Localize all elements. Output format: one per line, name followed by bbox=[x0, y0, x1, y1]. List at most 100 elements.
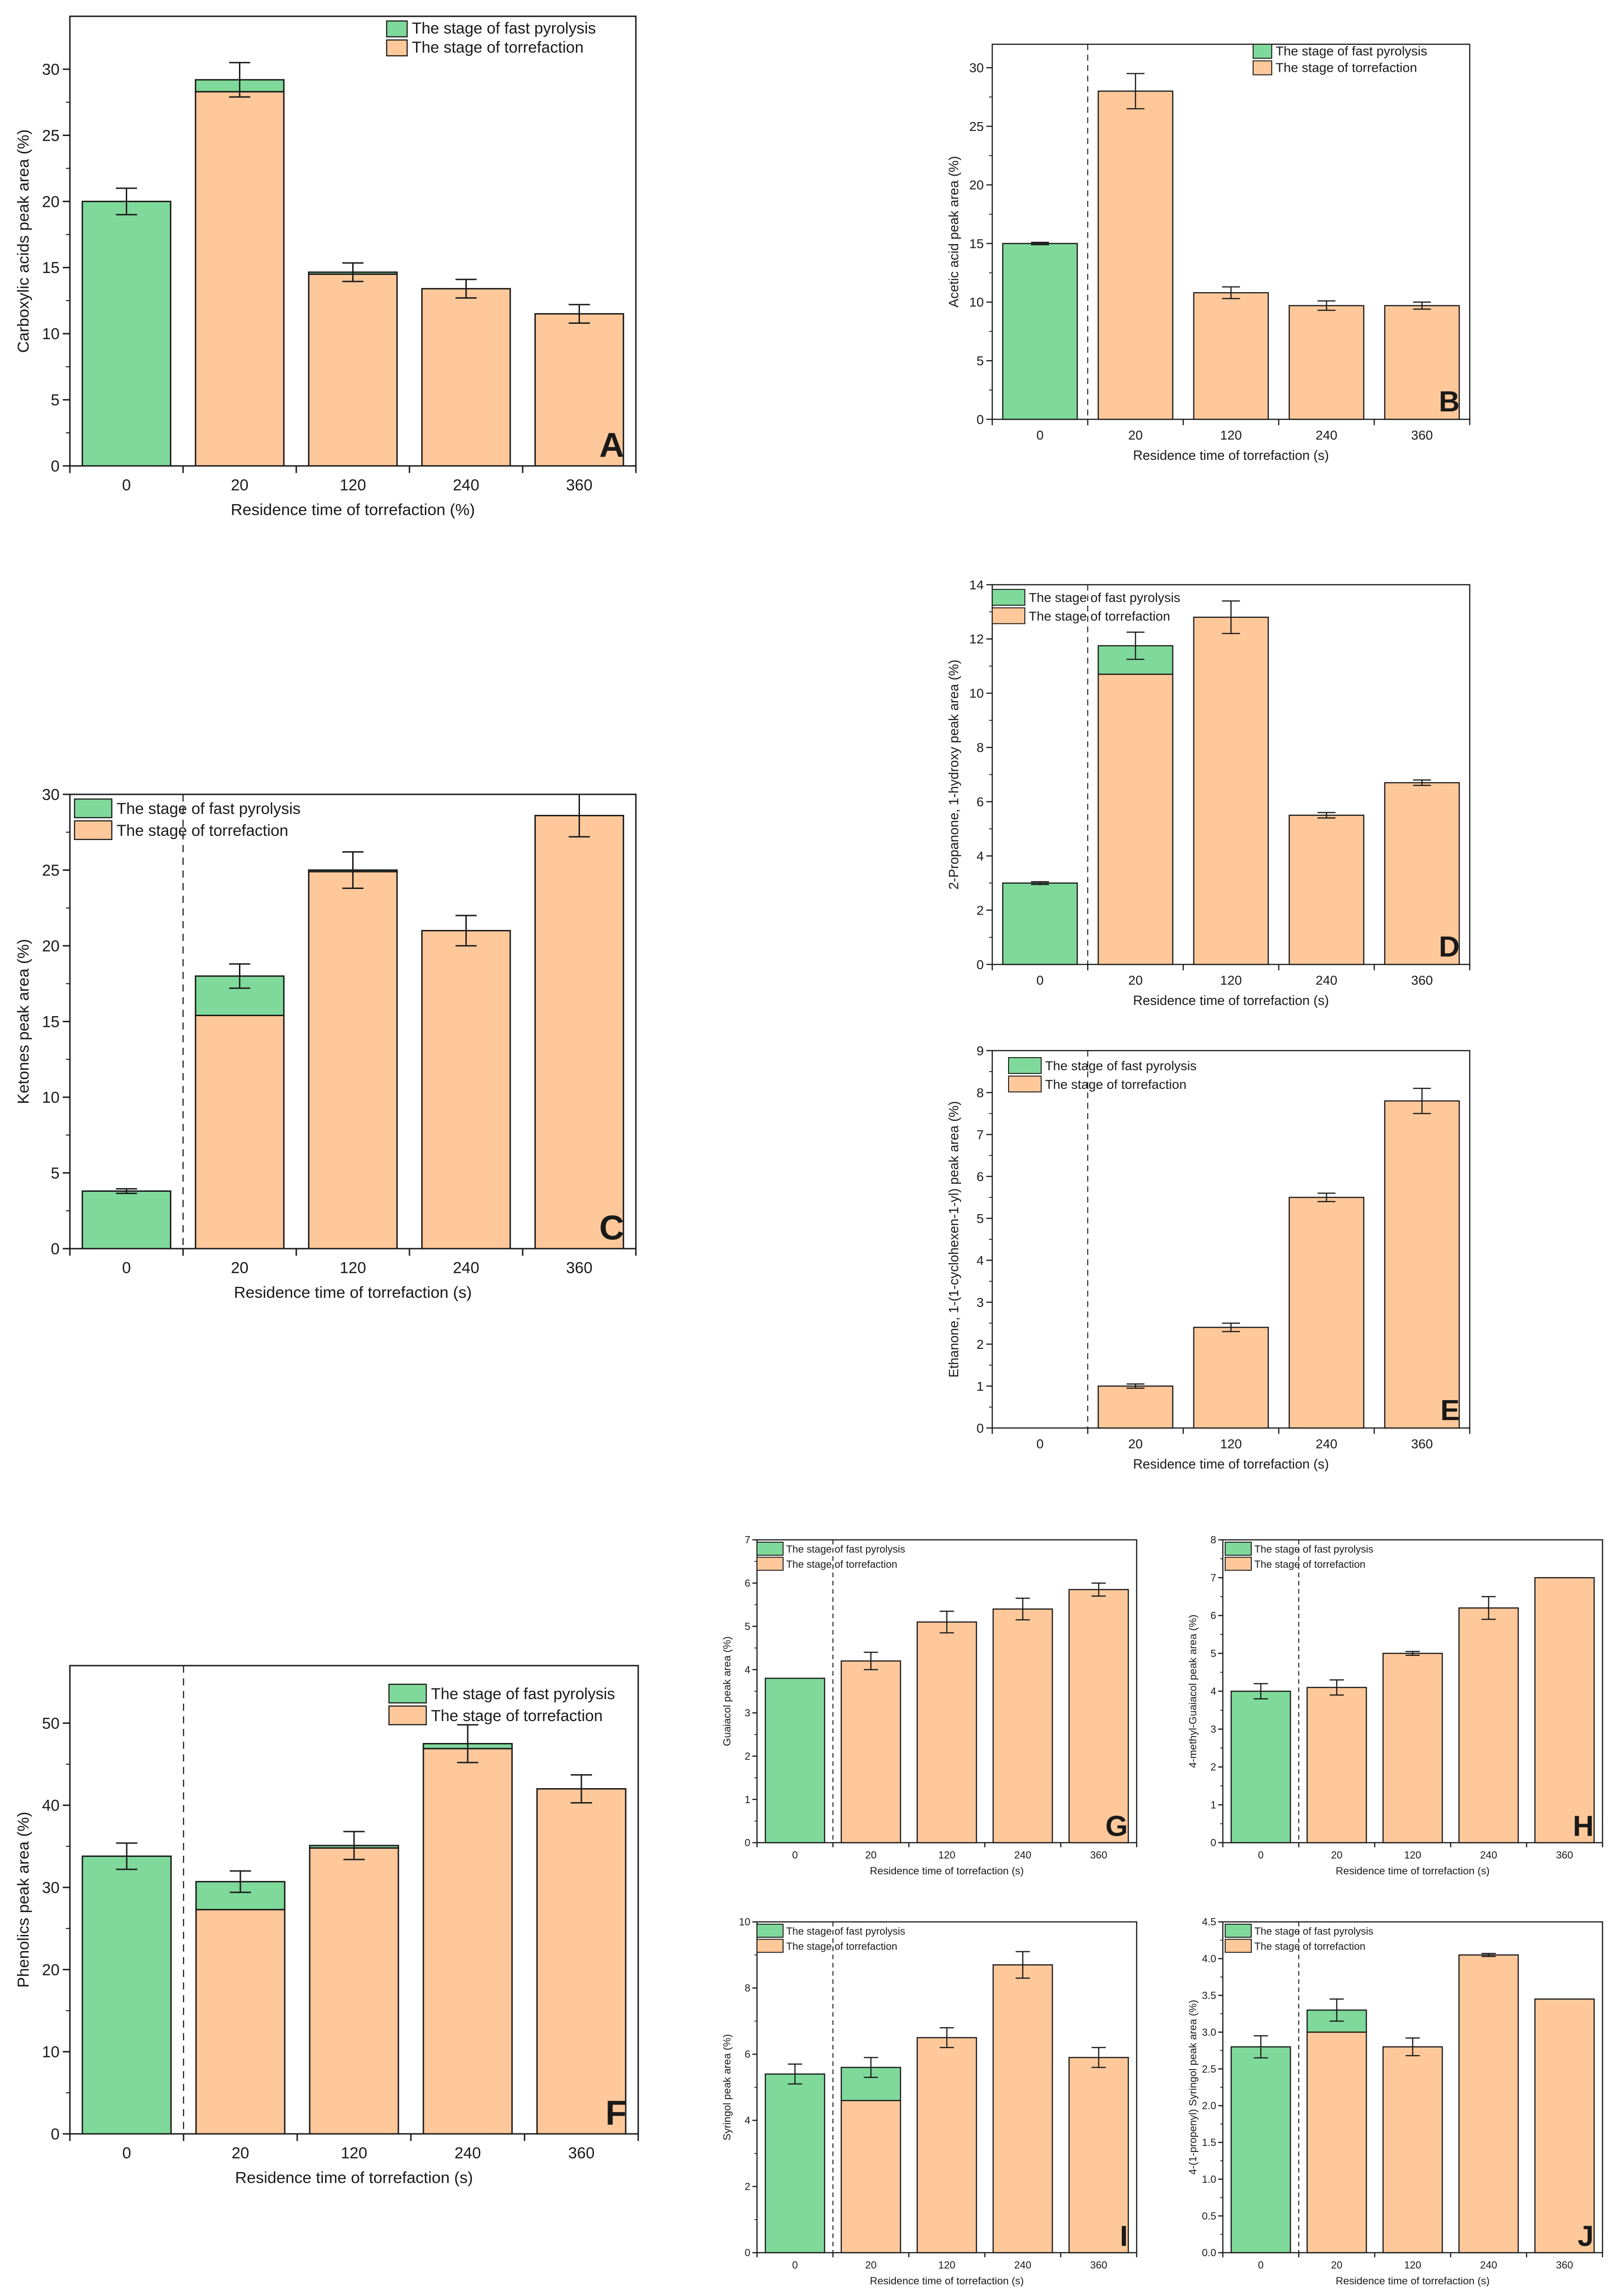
error-bar bbox=[1016, 1598, 1030, 1621]
x-tick-label: 240 bbox=[455, 2145, 481, 2162]
error-bar bbox=[1317, 300, 1336, 311]
x-tick-label: 20 bbox=[1331, 1849, 1342, 1861]
y-tick-label: 25 bbox=[42, 861, 60, 879]
y-tick-label: 2 bbox=[1210, 1761, 1216, 1773]
x-tick-label: 240 bbox=[1316, 973, 1337, 987]
legend-torrefaction-swatch bbox=[1225, 1557, 1252, 1571]
y-tick-label: 2 bbox=[976, 903, 984, 917]
x-tick-label: 360 bbox=[1090, 1849, 1107, 1861]
y-tick-label: 5 bbox=[51, 1164, 60, 1182]
error-bar bbox=[1317, 1192, 1336, 1203]
y-tick-label: 0.5 bbox=[1202, 2210, 1216, 2222]
panel-label: H bbox=[1573, 1810, 1594, 1842]
x-tick-label: 360 bbox=[1411, 1436, 1433, 1451]
y-tick-label: 10 bbox=[739, 1916, 750, 1928]
y-tick-label: 0.0 bbox=[1202, 2247, 1216, 2259]
y-axis-title: Carboxylic acids peak area (%) bbox=[15, 130, 33, 353]
legend-torrefaction-label: The stage of torrefaction bbox=[786, 1558, 897, 1570]
legend: The stage of fast pyrolysis The stage of … bbox=[1225, 1924, 1374, 1953]
legend-fast-pyrolysis-swatch bbox=[1225, 1542, 1252, 1556]
legend-torrefaction-label: The stage of torrefaction bbox=[1029, 609, 1170, 623]
bar-torrefaction bbox=[423, 1748, 513, 2135]
legend-fast-pyrolysis-label: The stage of fast pyrolysis bbox=[1255, 1925, 1374, 1937]
x-tick-label: 0 bbox=[122, 477, 131, 494]
x-tick-label: 20 bbox=[232, 2145, 249, 2162]
bar-torrefaction bbox=[1534, 1577, 1595, 1844]
y-tick-label: 6 bbox=[976, 795, 984, 809]
legend-torrefaction-label: The stage of torrefaction bbox=[431, 1707, 603, 1725]
legend-fast-pyrolysis-label: The stage of fast pyrolysis bbox=[1045, 1059, 1196, 1073]
bar-torrefaction bbox=[536, 1788, 627, 2135]
y-tick-label: 12 bbox=[969, 632, 984, 646]
error-bar bbox=[1091, 1582, 1106, 1597]
y-tick-label: 0 bbox=[976, 412, 984, 427]
error-bar bbox=[1031, 881, 1049, 885]
bar-fast-pyrolysis bbox=[764, 2073, 825, 2254]
chart-panel-a: 0 5 10 15 20 25 30 0 20 120 240 360 Residence time o… bbox=[15, 15, 637, 519]
bar-torrefaction bbox=[195, 91, 285, 467]
y-axis-title: 4-(1-propenyl) Syringol peak area (%) bbox=[1187, 2000, 1199, 2174]
x-tick-label: 20 bbox=[1331, 2259, 1342, 2271]
bar-torrefaction bbox=[1289, 1196, 1364, 1429]
error-bar bbox=[457, 1724, 478, 1763]
y-axis-title: Phenolics peak area (%) bbox=[15, 1812, 33, 1988]
bar-fast-pyrolysis bbox=[1002, 243, 1078, 420]
y-axis-title: Ethanone, 1-(1-cyclohexen-1-yl) peak are… bbox=[947, 1101, 962, 1377]
error-bar bbox=[116, 187, 137, 216]
error-bar bbox=[571, 1774, 592, 1804]
error-bar bbox=[1091, 2047, 1106, 2068]
bar-torrefaction bbox=[1098, 90, 1173, 420]
y-tick-label: 30 bbox=[42, 61, 60, 78]
y-tick-label: 0 bbox=[51, 2125, 60, 2143]
x-tick-label: 240 bbox=[1316, 428, 1337, 442]
legend: The stage of fast pyrolysis The stage of … bbox=[757, 1542, 905, 1571]
error-bar bbox=[1330, 1679, 1344, 1696]
bar-fast-pyrolysis bbox=[82, 200, 171, 467]
x-tick-label: 0 bbox=[792, 1849, 798, 1861]
legend-torrefaction-swatch bbox=[1253, 60, 1272, 75]
error-bar bbox=[1016, 1951, 1030, 1979]
x-tick-label: 0 bbox=[1258, 2259, 1263, 2271]
y-tick-label: 6 bbox=[976, 1169, 984, 1184]
error-bar bbox=[1126, 73, 1145, 109]
x-tick-label: 120 bbox=[1220, 1436, 1242, 1451]
y-tick-label: 5 bbox=[976, 354, 984, 368]
error-bar bbox=[1481, 1953, 1496, 1957]
y-tick-label: 0 bbox=[1210, 1837, 1216, 1849]
error-bar bbox=[1413, 301, 1431, 310]
panel-label: I bbox=[1120, 2220, 1128, 2252]
x-tick-label: 240 bbox=[1480, 2259, 1497, 2271]
legend-torrefaction-swatch bbox=[388, 1705, 427, 1726]
error-bar bbox=[342, 262, 364, 282]
panel-label: G bbox=[1105, 1810, 1128, 1842]
bar-torrefaction bbox=[992, 1964, 1053, 2254]
x-axis-title: Residence time of torrefaction (s) bbox=[234, 1284, 472, 1301]
legend-torrefaction-label: The stage of torrefaction bbox=[1255, 1941, 1365, 1952]
bar-torrefaction bbox=[195, 1015, 285, 1250]
x-tick-label: 0 bbox=[1037, 1436, 1044, 1451]
x-tick-label: 120 bbox=[938, 1849, 955, 1861]
x-axis-title: Residence time of torrefaction (%) bbox=[231, 501, 475, 519]
x-tick-label: 20 bbox=[865, 2259, 876, 2271]
x-tick-label: 240 bbox=[1480, 1849, 1497, 1861]
panel-label: D bbox=[1439, 931, 1460, 963]
x-tick-label: 360 bbox=[566, 477, 593, 494]
y-tick-label: 0 bbox=[976, 957, 984, 972]
error-bar bbox=[1330, 1998, 1344, 2022]
bar-torrefaction bbox=[309, 1847, 399, 2135]
chart-panel-d: 0 2 4 6 8 10 12 14 0 20 120 240 360 Residence time of… bbox=[947, 578, 1471, 1008]
error-bar bbox=[116, 1842, 137, 1870]
bar-torrefaction bbox=[1382, 2046, 1443, 2254]
error-bar bbox=[1254, 2035, 1268, 2059]
y-tick-label: 20 bbox=[42, 193, 60, 211]
legend: The stage of fast pyrolysis The stage of … bbox=[992, 589, 1180, 624]
y-tick-label: 7 bbox=[976, 1128, 984, 1142]
y-tick-label: 5 bbox=[51, 391, 60, 409]
y-tick-label: 1.0 bbox=[1202, 2173, 1216, 2185]
legend-torrefaction-label: The stage of torrefaction bbox=[116, 822, 288, 840]
y-tick-label: 10 bbox=[42, 1089, 60, 1107]
panel-label: C bbox=[599, 1208, 624, 1247]
legend-fast-pyrolysis-label: The stage of fast pyrolysis bbox=[1255, 1543, 1374, 1555]
x-tick-label: 360 bbox=[568, 2145, 595, 2162]
y-tick-label: 6 bbox=[744, 1578, 750, 1589]
